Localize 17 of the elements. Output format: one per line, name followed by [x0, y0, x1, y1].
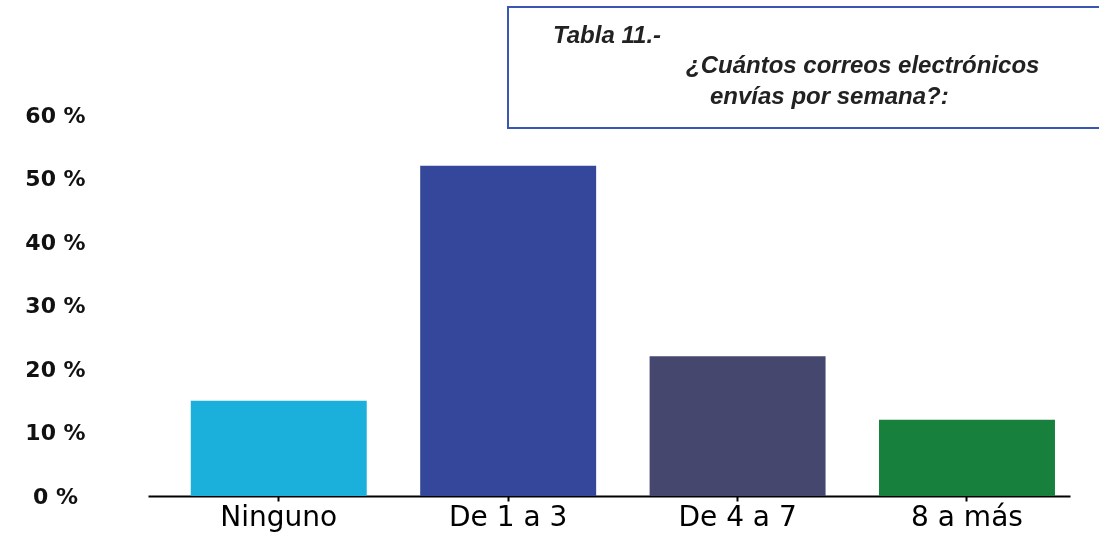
x-tick-label: Ninguno	[220, 499, 338, 533]
x-tick-label: De 4 a 7	[678, 499, 797, 533]
y-tick-label: 20 %	[25, 356, 86, 382]
chart-subtitle: ¿Cuántos correos electrónicos envías por semana?:	[686, 51, 1040, 109]
y-tick-label: 0 %	[32, 483, 79, 509]
bar	[649, 356, 826, 496]
chart-title: Tabla 11.-	[553, 21, 662, 48]
x-tick-label: De 1 a 3	[449, 499, 568, 533]
y-tick-label: 60 %	[25, 102, 86, 128]
y-tick-label: 30 %	[25, 293, 86, 318]
x-tick-label: 8 a más	[911, 499, 1023, 533]
bar	[879, 419, 1055, 496]
bar	[190, 400, 367, 496]
bar	[420, 165, 597, 496]
y-tick-label: 40 %	[25, 229, 86, 255]
y-tick-label: 10 %	[25, 420, 86, 445]
y-tick-label: 50 %	[25, 166, 86, 191]
